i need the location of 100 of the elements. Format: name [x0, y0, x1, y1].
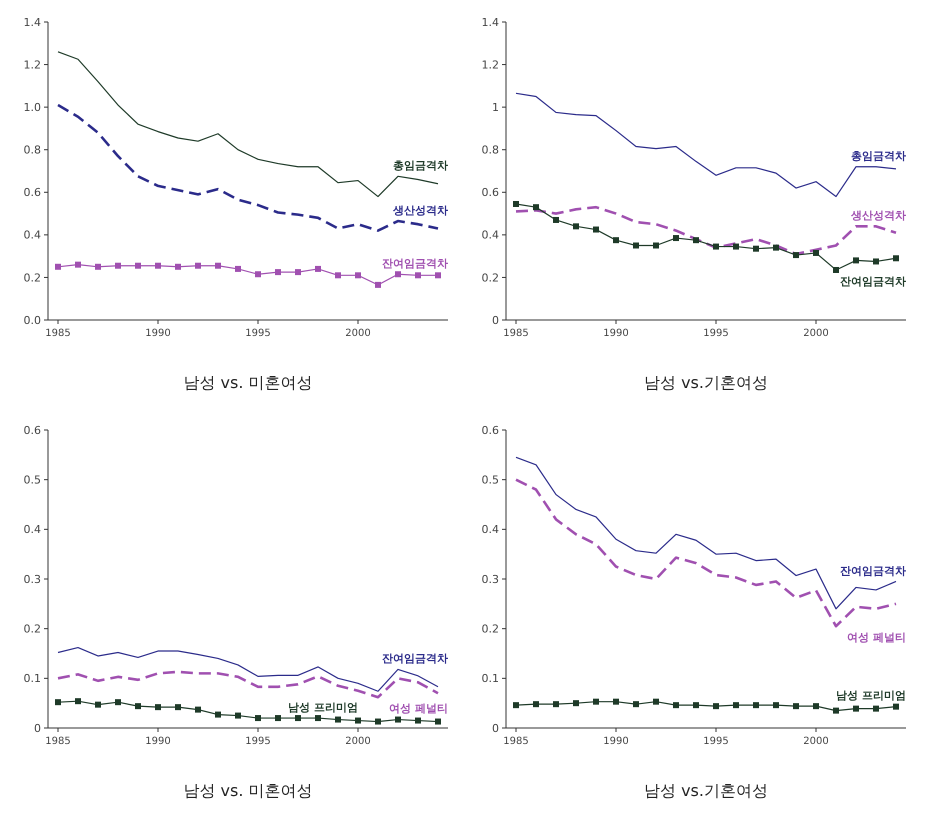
x-tick-label: 2000	[803, 328, 829, 339]
x-tick-label: 2000	[345, 328, 371, 339]
point	[235, 266, 241, 272]
point	[893, 255, 899, 262]
x-tick-label: 1990	[603, 736, 629, 747]
point	[375, 282, 381, 288]
point	[833, 708, 839, 714]
x-axis-title: 남성 vs. 미혼여성	[183, 781, 313, 800]
x-tick-label: 1985	[45, 328, 71, 339]
series-label: 잔여임금격차	[382, 652, 448, 666]
series-label: 생산성격차	[392, 204, 448, 217]
x-tick-label: 1985	[503, 328, 529, 339]
point	[893, 704, 899, 710]
y-tick-label: 0.2	[24, 271, 41, 284]
y-tick-label: 0.3	[24, 572, 41, 586]
point	[275, 269, 281, 276]
point	[533, 701, 539, 708]
x-tick-label: 1985	[503, 736, 529, 747]
point	[633, 242, 639, 248]
point	[275, 715, 281, 722]
x-tick-label: 1995	[703, 328, 729, 339]
point	[295, 715, 301, 722]
x-axis-title: 남성 vs.기혼여성	[644, 373, 768, 392]
y-tick-label: 0.8	[482, 144, 499, 157]
point	[613, 698, 619, 705]
point	[733, 244, 739, 250]
x-tick-label: 1995	[245, 736, 271, 747]
point	[335, 716, 341, 723]
point	[95, 264, 101, 270]
y-tick-label: 0.1	[482, 672, 499, 686]
y-tick-label: 0.8	[24, 144, 41, 157]
point	[653, 242, 659, 248]
point	[713, 244, 719, 250]
point	[295, 269, 301, 276]
x-tick-label: 1985	[45, 736, 71, 747]
series-label: 총임금격차	[851, 150, 906, 163]
series-label: 생산성격차	[850, 209, 906, 222]
point	[395, 271, 401, 278]
point	[873, 258, 879, 264]
y-tick-label: 1.4	[24, 16, 41, 29]
y-tick-label: 1	[492, 100, 499, 114]
point	[753, 246, 759, 252]
point	[355, 718, 361, 724]
point	[235, 712, 241, 719]
point	[633, 701, 639, 708]
point	[813, 250, 819, 256]
point	[55, 264, 61, 270]
point	[773, 244, 779, 251]
y-tick-label: 0.2	[482, 271, 499, 284]
x-tick-label: 2000	[345, 736, 371, 747]
y-tick-label: 0.4	[482, 228, 499, 242]
point	[773, 702, 779, 708]
y-tick-label: 0.0	[24, 314, 41, 327]
point	[435, 718, 441, 725]
series-label: 잔여임금격차	[382, 257, 448, 270]
point	[155, 704, 161, 710]
y-tick-label: 0.6	[24, 424, 41, 437]
point	[375, 718, 381, 725]
point	[853, 706, 859, 712]
point	[315, 266, 321, 272]
series-label: 잔여임금격차	[840, 564, 906, 578]
y-tick-label: 1.2	[482, 58, 499, 72]
point	[135, 703, 141, 710]
point	[315, 715, 321, 722]
point	[573, 700, 579, 706]
y-tick-label: 0.3	[482, 572, 499, 586]
point	[75, 262, 81, 268]
x-tick-label: 1990	[603, 328, 629, 339]
series-label: 잔여임금격차	[840, 274, 906, 288]
point	[175, 264, 181, 270]
point	[335, 272, 341, 278]
series-label: 여성 페널티	[389, 702, 448, 716]
y-tick-label: 0.6	[482, 186, 499, 200]
point	[653, 698, 659, 705]
y-tick-label: 0.5	[482, 474, 499, 487]
point	[573, 223, 579, 230]
y-tick-label: 0.5	[24, 474, 41, 487]
point	[115, 262, 121, 269]
point	[793, 252, 799, 258]
point	[215, 712, 221, 718]
point	[673, 235, 679, 242]
y-tick-label: 1.2	[24, 58, 41, 72]
point	[613, 237, 619, 244]
point	[55, 699, 61, 706]
point	[513, 702, 519, 708]
point	[713, 703, 719, 710]
point	[75, 698, 81, 704]
point	[733, 702, 739, 708]
x-tick-label: 1990	[145, 328, 171, 339]
y-tick-label: 1.4	[482, 16, 499, 29]
y-tick-label: 0.2	[24, 622, 41, 636]
series-label: 남성 프리미엄	[836, 688, 906, 702]
point	[115, 699, 121, 706]
x-tick-label: 1990	[145, 736, 171, 747]
point	[553, 216, 559, 223]
y-tick-label: 1.0	[24, 100, 41, 114]
point	[195, 262, 201, 269]
x-axis-title: 남성 vs. 미혼여성	[183, 373, 313, 392]
line-series	[56, 670, 440, 699]
point	[693, 237, 699, 244]
